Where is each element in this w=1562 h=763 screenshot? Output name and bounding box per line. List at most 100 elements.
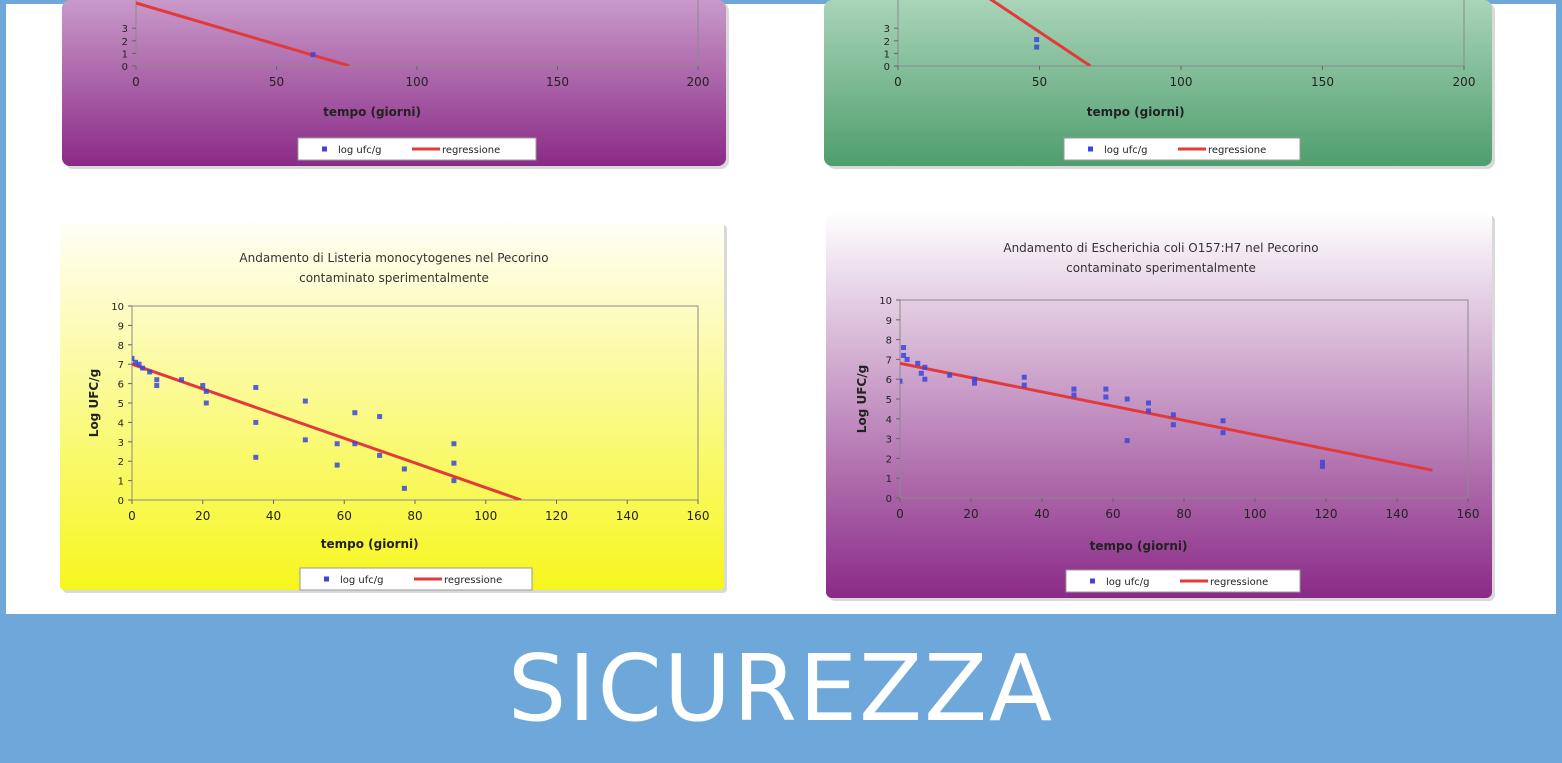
data-point bbox=[1103, 386, 1109, 392]
y-tick-label: 3 bbox=[886, 435, 892, 446]
data-point bbox=[922, 376, 928, 382]
y-tick-label: 1 bbox=[886, 474, 892, 485]
data-point bbox=[401, 485, 407, 491]
y-tick-label: 0 bbox=[884, 62, 890, 73]
data-point bbox=[133, 359, 139, 365]
x-tick-label: 20 bbox=[963, 507, 978, 521]
chart-title-line: contaminato sperimentalmente bbox=[1066, 261, 1256, 275]
chart-svg-top-right: 0 50 100 150 200 0 12 3 tempo (giorni) log ufc/g r… bbox=[824, 0, 1495, 169]
x-tick-label: 40 bbox=[1034, 507, 1049, 521]
chart-svg-listeria: Andamento di Listeria monocytogenes nel … bbox=[60, 222, 727, 593]
data-point bbox=[1034, 44, 1040, 50]
x-tick-label: 120 bbox=[545, 509, 568, 523]
data-point bbox=[1103, 394, 1109, 400]
y-tick-label: 2 bbox=[886, 454, 892, 465]
y-tick-label: 1 bbox=[118, 477, 124, 488]
data-point bbox=[352, 410, 358, 416]
data-point bbox=[203, 400, 209, 406]
y-tick-label: 8 bbox=[118, 341, 124, 352]
title-banner: SICUREZZA bbox=[0, 614, 1562, 763]
x-tick-label: 150 bbox=[1311, 75, 1334, 89]
legend-label-points: log ufc/g bbox=[1106, 577, 1150, 588]
y-tick-label: 6 bbox=[886, 375, 892, 386]
y-tick-label: 10 bbox=[879, 296, 892, 307]
legend-label-line: regressione bbox=[444, 575, 502, 586]
chart-panel-ecoli: Andamento di Escherichia coli O157:H7 ne… bbox=[826, 212, 1496, 602]
data-point bbox=[451, 441, 457, 447]
y-tick-label: 7 bbox=[118, 360, 124, 371]
data-point bbox=[1021, 374, 1027, 380]
data-point bbox=[904, 356, 910, 362]
data-point bbox=[147, 369, 153, 375]
legend-marker-points bbox=[1088, 146, 1093, 152]
x-axis-label: tempo (giorni) bbox=[323, 105, 421, 119]
data-point bbox=[451, 478, 457, 484]
data-point bbox=[377, 414, 383, 420]
chart-title-line: contaminato sperimentalmente bbox=[299, 271, 489, 285]
y-tick-label: 2 bbox=[118, 457, 124, 468]
legend-label-points: log ufc/g bbox=[338, 145, 382, 156]
y-axis-label: Log UFC/g bbox=[87, 369, 101, 437]
data-point bbox=[1124, 396, 1130, 402]
data-point bbox=[200, 383, 206, 389]
data-point bbox=[253, 454, 259, 460]
data-point bbox=[918, 370, 924, 376]
y-tick-label: 7 bbox=[886, 355, 892, 366]
x-tick-label: 60 bbox=[337, 509, 352, 523]
y-tick-label: 4 bbox=[886, 415, 892, 426]
data-point bbox=[901, 352, 907, 358]
data-point bbox=[302, 398, 308, 404]
data-point bbox=[334, 441, 340, 447]
y-tick-label: 9 bbox=[886, 316, 892, 327]
x-tick-label: 60 bbox=[1105, 507, 1120, 521]
chart-svg-top-left: 0 50 100 150 200 0 12 3 tempo (giorni) log ufc/g r… bbox=[62, 0, 729, 169]
plot-marks bbox=[136, 1, 350, 66]
data-point bbox=[334, 462, 340, 468]
x-tick-label: 160 bbox=[1457, 507, 1480, 521]
legend-marker-points bbox=[1090, 578, 1095, 584]
y-tick-label: 0 bbox=[122, 62, 128, 73]
chart-title-line: Andamento di Escherichia coli O157:H7 ne… bbox=[1003, 241, 1318, 255]
data-point bbox=[451, 460, 457, 466]
x-tick-label: 150 bbox=[546, 75, 569, 89]
y-tick-label: 1 bbox=[122, 49, 128, 60]
data-point bbox=[253, 419, 259, 425]
legend-label-line: regressione bbox=[1210, 577, 1268, 588]
data-point bbox=[972, 376, 978, 382]
x-tick-label: 0 bbox=[128, 509, 136, 523]
data-point bbox=[302, 437, 308, 443]
chart-background bbox=[824, 0, 1492, 166]
x-axis-label: tempo (giorni) bbox=[1090, 539, 1188, 553]
data-point bbox=[947, 372, 953, 378]
chart-background bbox=[62, 0, 726, 166]
y-tick-label: 3 bbox=[118, 438, 124, 449]
y-tick-label: 9 bbox=[118, 321, 124, 332]
x-tick-label: 140 bbox=[616, 509, 639, 523]
y-tick-label: 2 bbox=[884, 37, 890, 48]
legend-label-points: log ufc/g bbox=[340, 575, 384, 586]
data-point bbox=[1170, 422, 1176, 428]
x-tick-label: 100 bbox=[406, 75, 429, 89]
x-tick-label: 120 bbox=[1315, 507, 1338, 521]
data-point bbox=[1146, 408, 1151, 414]
y-tick-label: 6 bbox=[118, 380, 124, 391]
data-point bbox=[900, 378, 903, 384]
data-point bbox=[401, 466, 407, 472]
x-tick-label: 0 bbox=[132, 75, 140, 89]
plot-marks bbox=[988, 0, 1092, 66]
x-tick-label: 200 bbox=[687, 75, 710, 89]
x-axis-label: tempo (giorni) bbox=[321, 537, 419, 551]
data-point bbox=[901, 345, 907, 351]
banner-title: SICUREZZA bbox=[507, 635, 1055, 742]
data-point bbox=[179, 377, 185, 383]
y-tick-label: 4 bbox=[118, 418, 124, 429]
data-point bbox=[203, 388, 209, 394]
x-tick-label: 160 bbox=[687, 509, 710, 523]
data-point bbox=[1319, 459, 1325, 465]
data-point bbox=[132, 355, 135, 361]
y-tick-label: 3 bbox=[122, 24, 128, 35]
x-tick-label: 20 bbox=[195, 509, 210, 523]
legend-label-points: log ufc/g bbox=[1104, 145, 1148, 156]
plot-marks bbox=[132, 355, 522, 500]
x-axis-label: tempo (giorni) bbox=[1087, 105, 1185, 119]
